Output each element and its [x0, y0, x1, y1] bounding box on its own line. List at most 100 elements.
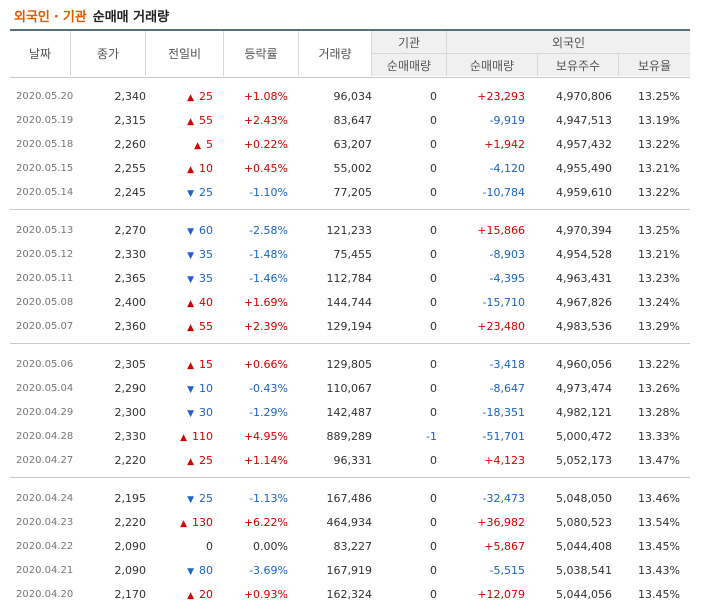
- cell-volume: 63,207: [333, 138, 373, 151]
- cell-foreign-ratio: 13.24%: [638, 296, 680, 309]
- cell-foreign-net: +15,866: [477, 224, 525, 237]
- cell-change: ▼ 35: [187, 243, 213, 267]
- cell-foreign-ratio: 13.21%: [638, 248, 680, 261]
- cell-foreign-hold: 5,048,050: [556, 492, 612, 505]
- cell-inst-net: 0: [430, 272, 437, 285]
- cell-foreign-ratio: 13.43%: [638, 564, 680, 577]
- cell-foreign-net: +4,123: [484, 454, 525, 467]
- change-value: 15: [199, 358, 213, 371]
- change-value: 20: [199, 588, 213, 601]
- change-value: 60: [199, 224, 213, 237]
- cell-inst-net: 0: [430, 358, 437, 371]
- cell-volume: 96,331: [333, 454, 373, 467]
- change-value: 30: [199, 406, 213, 419]
- cell-foreign-hold: 4,959,610: [556, 186, 612, 199]
- table-row: 2020.05.19 2,315 ▲ 55 +2.43% 83,647 0 -9,919 4,9…: [10, 109, 690, 133]
- cell-foreign-hold: 4,967,826: [556, 296, 612, 309]
- table-row: 2020.05.15 2,255 ▲ 10 +0.45% 55,002 0 -4,120 4,9…: [10, 157, 690, 181]
- cell-close: 2,330: [114, 430, 147, 443]
- cell-foreign-hold: 4,957,432: [556, 138, 612, 151]
- cell-change: ▼ 35: [187, 267, 213, 291]
- cell-close: 2,300: [114, 406, 147, 419]
- triangle-down-icon: ▼: [187, 251, 194, 261]
- cell-rate: 0.00%: [253, 540, 288, 553]
- cell-close: 2,245: [114, 186, 147, 199]
- cell-date: 2020.04.23: [16, 517, 74, 528]
- cell-foreign-hold: 4,963,431: [556, 272, 612, 285]
- cell-foreign-net: +1,942: [484, 138, 525, 151]
- cell-date: 2020.05.07: [16, 321, 74, 332]
- triangle-down-icon: ▼: [187, 189, 194, 199]
- cell-foreign-ratio: 13.46%: [638, 492, 680, 505]
- cell-rate: +1.08%: [243, 90, 288, 103]
- cell-volume: 77,205: [333, 186, 373, 199]
- cell-inst-net: 0: [430, 454, 437, 467]
- cell-volume: 55,002: [333, 162, 373, 175]
- change-value: 110: [192, 430, 213, 443]
- cell-foreign-net: -51,701: [482, 430, 525, 443]
- cell-date: 2020.05.19: [16, 115, 74, 126]
- cell-close: 2,330: [114, 248, 147, 261]
- header-foreign-ratio: 보유율: [619, 53, 690, 76]
- title-rest: 순매매 거래량: [92, 10, 170, 25]
- cell-change: ▲ 25: [187, 449, 213, 473]
- cell-close: 2,195: [114, 492, 147, 505]
- cell-foreign-ratio: 13.45%: [638, 588, 680, 601]
- change-value: 10: [199, 382, 213, 395]
- change-value: 55: [199, 320, 213, 333]
- cell-close: 2,090: [114, 564, 147, 577]
- cell-foreign-hold: 4,960,056: [556, 358, 612, 371]
- cell-change: ▼ 10: [187, 377, 213, 401]
- cell-inst-net: 0: [430, 564, 437, 577]
- cell-foreign-net: +36,982: [477, 516, 525, 529]
- cell-foreign-ratio: 13.45%: [638, 540, 680, 553]
- cell-volume: 110,067: [326, 382, 373, 395]
- cell-foreign-ratio: 13.54%: [638, 516, 680, 529]
- cell-date: 2020.05.08: [16, 297, 74, 308]
- header-institution: 기관: [372, 31, 446, 53]
- cell-date: 2020.04.29: [16, 407, 74, 418]
- cell-foreign-ratio: 13.19%: [638, 114, 680, 127]
- cell-inst-net: 0: [430, 492, 437, 505]
- row-group: 2020.05.06 2,305 ▲ 15 +0.66% 129,805 0 -3,418 4,…: [10, 353, 690, 473]
- cell-volume: 83,647: [333, 114, 373, 127]
- table-row: 2020.04.23 2,220 ▲ 130 +6.22% 464,934 0 +36,982…: [10, 511, 690, 535]
- cell-foreign-net: -15,710: [482, 296, 525, 309]
- cell-foreign-net: -5,515: [489, 564, 525, 577]
- table-row: 2020.04.29 2,300 ▼ 30 -1.29% 142,487 0 -18,351 4…: [10, 401, 690, 425]
- table-row: 2020.05.14 2,245 ▼ 25 -1.10% 77,205 0 -10,784 4,…: [10, 181, 690, 205]
- triangle-down-icon: ▼: [187, 495, 194, 505]
- cell-change: ▼ 60: [187, 219, 213, 243]
- cell-foreign-hold: 4,970,394: [556, 224, 612, 237]
- header-change: 전일비: [167, 47, 202, 61]
- cell-inst-net: 0: [430, 588, 437, 601]
- triangle-up-icon: ▲: [187, 591, 194, 601]
- cell-change: ▲ 20: [187, 583, 213, 607]
- cell-rate: -1.29%: [249, 406, 288, 419]
- cell-foreign-ratio: 13.25%: [638, 224, 680, 237]
- table-row: 2020.05.07 2,360 ▲ 55 +2.39% 129,194 0 +23,480 4…: [10, 315, 690, 339]
- triangle-down-icon: ▼: [187, 409, 194, 419]
- table-header: 날짜 종가 전일비 등락률 거래량 기관 순매매량 외국인 순매매량 보유주수 …: [10, 29, 690, 78]
- table-row: 2020.05.12 2,330 ▼ 35 -1.48% 75,455 0 -8,903 4,9…: [10, 243, 690, 267]
- cell-foreign-ratio: 13.22%: [638, 186, 680, 199]
- cell-volume: 75,455: [333, 248, 373, 261]
- row-group: 2020.04.24 2,195 ▼ 25 -1.13% 167,486 0 -32,473 5…: [10, 487, 690, 607]
- cell-foreign-ratio: 13.22%: [638, 138, 680, 151]
- cell-date: 2020.04.20: [16, 589, 74, 600]
- cell-volume: 889,289: [326, 430, 373, 443]
- cell-foreign-hold: 4,947,513: [556, 114, 612, 127]
- cell-rate: +0.22%: [243, 138, 288, 151]
- cell-date: 2020.05.06: [16, 359, 74, 370]
- cell-change: ▲ 110: [180, 425, 213, 449]
- triangle-down-icon: ▼: [187, 227, 194, 237]
- cell-rate: +2.43%: [243, 114, 288, 127]
- change-value: 25: [199, 492, 213, 505]
- cell-date: 2020.05.15: [16, 163, 74, 174]
- cell-date: 2020.05.04: [16, 383, 74, 394]
- cell-foreign-net: -9,919: [489, 114, 525, 127]
- table-row: 2020.05.18 2,260 ▲ 5 +0.22% 63,207 0 +1,942 4,95…: [10, 133, 690, 157]
- cell-inst-net: 0: [430, 296, 437, 309]
- cell-inst-net: 0: [430, 382, 437, 395]
- cell-rate: -3.69%: [249, 564, 288, 577]
